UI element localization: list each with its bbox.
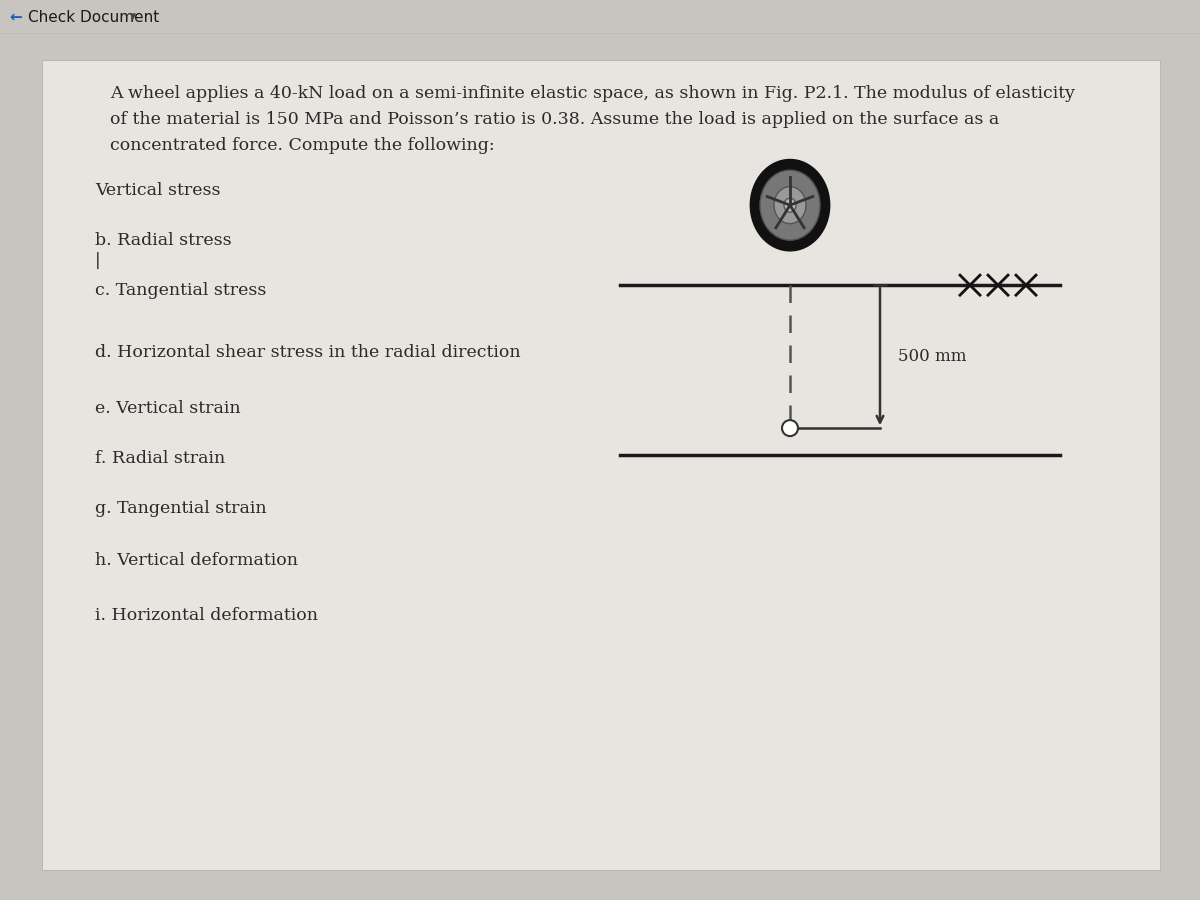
Text: ▾: ▾ [130, 11, 137, 23]
Text: c. Tangential stress: c. Tangential stress [95, 282, 266, 299]
Text: Check Document: Check Document [28, 10, 160, 24]
Text: concentrated force. Compute the following:: concentrated force. Compute the followin… [110, 137, 494, 154]
Text: A wheel applies a 40-kN load on a semi-infinite elastic space, as shown in Fig. : A wheel applies a 40-kN load on a semi-i… [110, 86, 1075, 103]
Text: g. Tangential strain: g. Tangential strain [95, 500, 266, 518]
Ellipse shape [774, 186, 806, 224]
Ellipse shape [784, 198, 796, 212]
Circle shape [782, 420, 798, 436]
Ellipse shape [751, 160, 829, 250]
Text: |: | [95, 252, 101, 269]
Text: Vertical stress: Vertical stress [95, 182, 221, 199]
Text: d. Horizontal shear stress in the radial direction: d. Horizontal shear stress in the radial… [95, 344, 521, 361]
Text: ←: ← [10, 10, 23, 24]
Text: h. Vertical deformation: h. Vertical deformation [95, 552, 298, 569]
Text: 500 mm: 500 mm [898, 348, 966, 365]
Text: f. Radial strain: f. Radial strain [95, 450, 226, 467]
Text: b. Radial stress: b. Radial stress [95, 232, 232, 249]
Text: i. Horizontal deformation: i. Horizontal deformation [95, 608, 318, 624]
Ellipse shape [760, 170, 820, 240]
Text: of the material is 150 MPa and Poisson’s ratio is 0.38. Assume the load is appli: of the material is 150 MPa and Poisson’s… [110, 112, 1000, 128]
Text: e. Vertical strain: e. Vertical strain [95, 400, 241, 417]
FancyBboxPatch shape [42, 60, 1160, 870]
